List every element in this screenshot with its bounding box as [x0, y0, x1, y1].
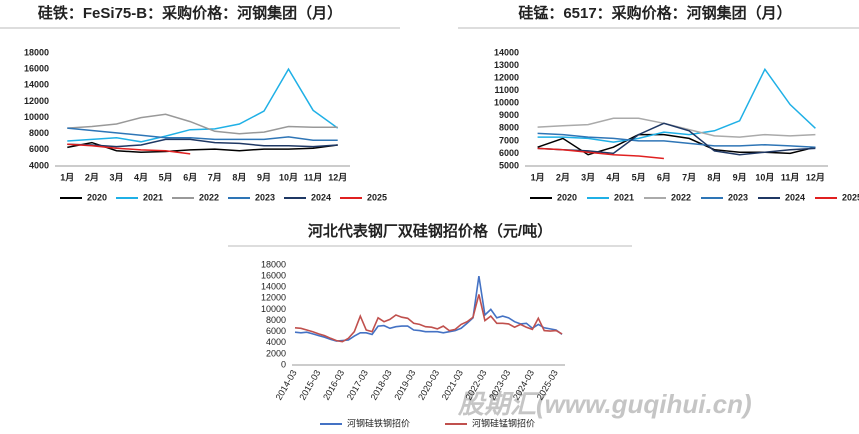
series-line	[294, 294, 563, 343]
x-tick-label: 1月	[60, 172, 74, 182]
x-tick-label: 9月	[257, 172, 271, 182]
legend-label: 2022	[199, 192, 219, 202]
y-tick-label: 11000	[494, 85, 519, 95]
y-tick-label: 0	[281, 359, 286, 369]
y-tick-label: 4000	[29, 160, 49, 170]
x-tick-label: 6月	[657, 172, 671, 182]
x-tick-label: 2月	[85, 172, 99, 182]
x-tick-label: 10月	[755, 172, 774, 182]
y-tick-label: 18000	[261, 259, 286, 269]
series-line	[537, 122, 816, 156]
x-tick-label: 2020-03	[416, 368, 441, 402]
x-tick-label: 12月	[328, 172, 347, 182]
x-tick-label: 6月	[183, 172, 197, 182]
y-tick-label: 8000	[499, 123, 519, 133]
y-tick-label: 4000	[266, 337, 286, 347]
series-line	[537, 132, 816, 148]
y-tick-label: 10000	[494, 98, 519, 108]
y-tick-label: 18000	[24, 47, 49, 57]
series-line	[67, 127, 338, 141]
x-tick-label: 2017-03	[345, 368, 370, 402]
x-tick-label: 12月	[806, 172, 825, 182]
chart-title: 硅铁：FeSi75-B：采购价格：河钢集团（月）	[38, 4, 342, 22]
y-tick-label: 10000	[24, 112, 49, 122]
x-tick-label: 2016-03	[321, 368, 346, 402]
watermark: 股期汇(www.guqihui.cn)	[457, 389, 752, 419]
x-tick-label: 7月	[682, 172, 696, 182]
x-tick-label: 8月	[232, 172, 246, 182]
y-tick-label: 12000	[261, 293, 286, 303]
x-tick-label: 4月	[606, 172, 620, 182]
x-tick-label: 2月	[556, 172, 570, 182]
legend-label: 2023	[728, 192, 748, 202]
y-tick-label: 14000	[494, 47, 519, 57]
series-line	[67, 138, 338, 148]
legend-label: 河钢硅铁钢招价	[347, 417, 410, 428]
legend-label: 2025	[842, 192, 859, 202]
y-tick-label: 8000	[266, 315, 286, 325]
series-line	[67, 67, 339, 143]
y-tick-label: 13000	[494, 60, 519, 70]
x-tick-label: 8月	[707, 172, 721, 182]
x-tick-label: 5月	[632, 172, 646, 182]
x-tick-label: 11月	[781, 172, 800, 182]
x-tick-label: 11月	[304, 172, 323, 182]
chart-title: 河北代表钢厂双硅钢招价格（元/吨）	[308, 222, 552, 240]
x-tick-label: 7月	[208, 172, 222, 182]
x-tick-label: 1月	[531, 172, 545, 182]
series-line	[67, 143, 191, 155]
y-tick-label: 12000	[494, 72, 519, 82]
legend-label: 河钢硅锰钢招价	[472, 417, 535, 428]
x-tick-label: 10月	[279, 172, 298, 182]
series-line	[67, 141, 338, 154]
chart-title: 硅锰：6517：采购价格：河钢集团（月）	[518, 4, 791, 22]
series-line	[537, 147, 664, 160]
series-line	[294, 275, 563, 342]
legend-label: 2022	[671, 192, 691, 202]
x-tick-label: 2014-03	[274, 368, 299, 402]
y-tick-label: 9000	[499, 110, 519, 120]
legend-label: 2023	[255, 192, 275, 202]
y-tick-label: 2000	[266, 348, 286, 358]
series-line	[537, 67, 816, 143]
x-tick-label: 9月	[733, 172, 747, 182]
legend-label: 2025	[367, 192, 387, 202]
y-tick-label: 14000	[261, 282, 286, 292]
legend-label: 2020	[557, 192, 577, 202]
y-tick-label: 12000	[24, 96, 49, 106]
legend-label: 2020	[87, 192, 107, 202]
y-tick-label: 8000	[29, 128, 49, 138]
y-tick-label: 16000	[261, 270, 286, 280]
y-tick-label: 16000	[24, 64, 49, 74]
y-tick-label: 6000	[29, 144, 49, 154]
y-tick-label: 14000	[24, 80, 49, 90]
x-tick-label: 3月	[109, 172, 123, 182]
y-tick-label: 6000	[499, 148, 519, 158]
x-tick-label: 4月	[134, 172, 148, 182]
x-tick-label: 2015-03	[297, 368, 322, 402]
legend-label: 2024	[785, 192, 805, 202]
series-line	[67, 113, 338, 135]
y-tick-label: 7000	[499, 135, 519, 145]
x-tick-label: 2019-03	[392, 368, 417, 402]
legend-label: 2021	[614, 192, 634, 202]
x-tick-label: 2018-03	[369, 368, 394, 402]
legend-label: 2021	[143, 192, 163, 202]
x-tick-label: 3月	[581, 172, 595, 182]
legend-label: 2024	[311, 192, 331, 202]
x-tick-label: 5月	[159, 172, 173, 182]
y-tick-label: 6000	[266, 326, 286, 336]
y-tick-label: 10000	[261, 304, 286, 314]
y-tick-label: 5000	[499, 160, 519, 170]
